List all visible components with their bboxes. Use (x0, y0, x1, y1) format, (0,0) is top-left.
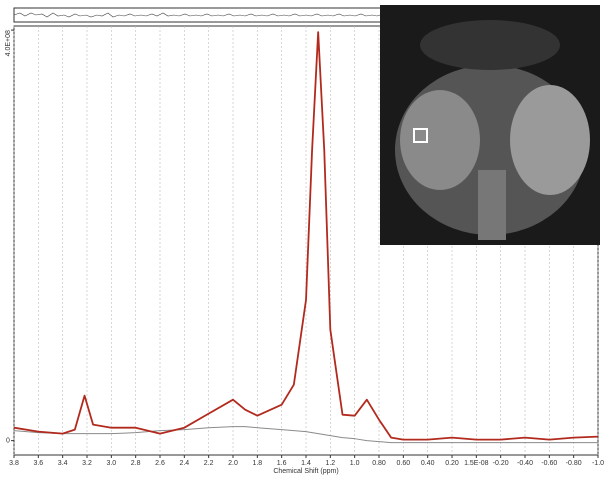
mri-chest (420, 20, 560, 70)
x-tick-label: 3.2 (82, 460, 92, 467)
x-tick-label: -0.80 (566, 460, 582, 467)
x-tick-label: 2.4 (179, 460, 189, 467)
x-tick-label: 1.4 (301, 460, 311, 467)
x-tick-label: 3.4 (58, 460, 68, 467)
x-tick-label: 0.80 (372, 460, 386, 467)
chart: 3.8 3.6 3.4 3.2 3.0 2.8 2.6 2.4 2.2 2.0 1.8 1.6 1.4 1… (0, 0, 604, 478)
x-tick-label: -0.60 (541, 460, 557, 467)
mri-inset (380, 5, 600, 245)
x-tick-label: 2.8 (131, 460, 141, 467)
y-tick-label: 0 (6, 437, 10, 444)
x-tick-label: -0.20 (493, 460, 509, 467)
x-tick-label: 1.0 (350, 460, 360, 467)
mri-spine (478, 170, 506, 240)
x-axis-label: Chemical Shift (ppm) (273, 468, 338, 475)
y-tick-label: 4.0E+08 (5, 30, 12, 56)
x-tick-label: -1.0 (592, 460, 604, 467)
x-tick-label: 0.60 (397, 460, 411, 467)
x-tick-label: 3.8 (9, 460, 19, 467)
x-tick-label: 0.40 (421, 460, 435, 467)
x-tick-label: 2.0 (228, 460, 238, 467)
x-tick-label: 1.5E-08 (464, 460, 489, 467)
x-tick-label: 1.2 (325, 460, 335, 467)
x-tick-label: 0.20 (445, 460, 459, 467)
x-tick-label: 3.6 (33, 460, 43, 467)
x-tick-label: 1.8 (252, 460, 262, 467)
mri-liver (400, 90, 480, 190)
x-tick-label: -0.40 (517, 460, 533, 467)
mri-spleen (510, 85, 590, 195)
x-tick-label: 2.2 (204, 460, 214, 467)
x-tick-label: 3.0 (106, 460, 116, 467)
x-tick-label: 2.6 (155, 460, 165, 467)
x-tick-label: 1.6 (277, 460, 287, 467)
